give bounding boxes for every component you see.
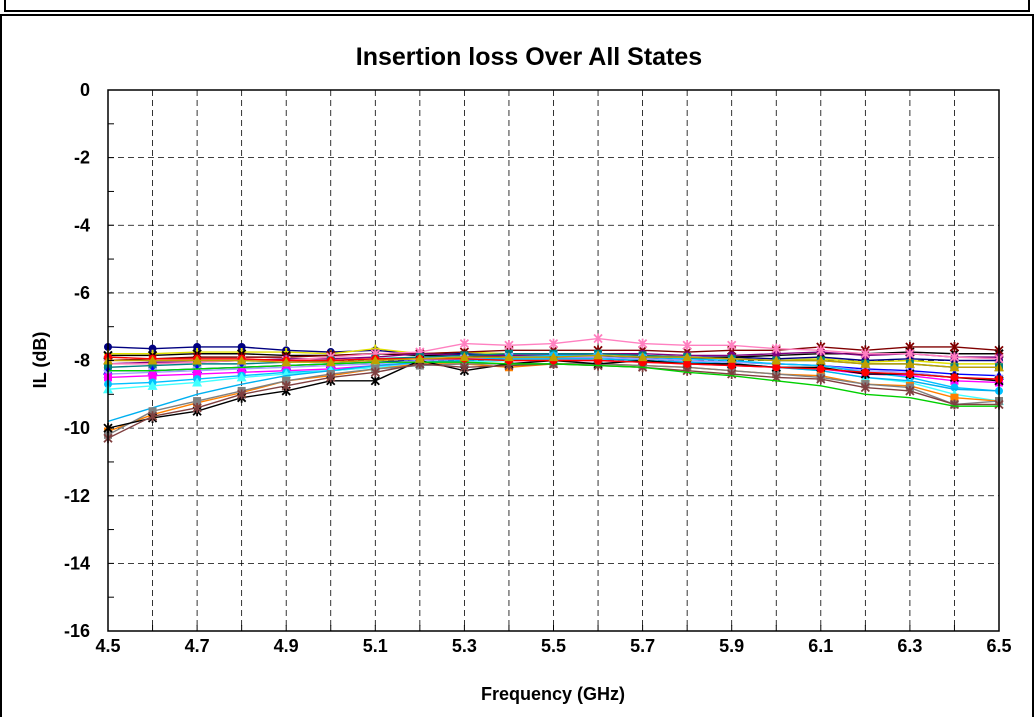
x-tick-label: 4.7 — [185, 636, 210, 656]
chart-title: Insertion loss Over All States — [356, 43, 702, 71]
data-point — [192, 402, 202, 413]
data-point — [683, 359, 692, 368]
data-point — [148, 361, 157, 370]
data-point — [816, 345, 826, 356]
data-point — [860, 348, 870, 359]
data-point — [236, 355, 247, 365]
data-point — [459, 362, 470, 373]
data-point — [904, 358, 915, 368]
data-point — [727, 361, 736, 370]
y-axis-label: IL (dB) — [30, 332, 50, 389]
y-tick-label: -14 — [64, 553, 90, 573]
series-layer — [103, 333, 1004, 444]
data-point — [281, 357, 292, 367]
data-point — [816, 374, 826, 385]
x-tick-label: 5.7 — [630, 636, 655, 656]
data-point — [236, 372, 247, 382]
data-point — [771, 355, 782, 365]
data-point — [325, 357, 336, 367]
axis-ticks: 4.5 4.7 4.9 5.1 5.3 5.5 5.7 5.9 6.1 6.3 6.5 0 -2 -4 -6… — [64, 80, 1012, 656]
data-point — [949, 399, 960, 410]
data-point — [771, 343, 781, 354]
data-point — [637, 338, 648, 349]
data-point — [815, 355, 826, 365]
data-point — [459, 352, 470, 362]
data-point — [949, 362, 960, 372]
y-tick-label: -8 — [74, 351, 90, 371]
data-point — [148, 371, 157, 380]
data-point — [548, 352, 559, 362]
y-tick-label: -12 — [64, 486, 90, 506]
x-axis-label: Frequency (GHz) — [481, 684, 625, 704]
data-point — [682, 352, 693, 362]
y-tick-label: -4 — [74, 215, 90, 235]
x-tick-label: 5.9 — [719, 636, 744, 656]
data-point — [593, 333, 603, 344]
data-point — [950, 393, 959, 402]
x-tick-label: 6.1 — [808, 636, 833, 656]
data-point — [459, 338, 470, 349]
data-point — [237, 389, 247, 400]
data-point — [816, 364, 825, 373]
data-point — [147, 355, 158, 365]
data-point — [949, 352, 960, 363]
data-point — [950, 373, 959, 382]
top-border — [0, 0, 1034, 16]
data-point — [905, 370, 914, 379]
top-border-inner — [4, 0, 1030, 12]
data-point — [414, 353, 425, 363]
y-tick-label: -16 — [64, 621, 90, 641]
x-tick-label: 6.3 — [897, 636, 922, 656]
data-point — [193, 397, 202, 406]
data-point — [370, 367, 380, 378]
data-point — [193, 370, 202, 379]
data-point — [548, 338, 559, 349]
x-tick-label: 5.5 — [541, 636, 566, 656]
y-tick-label: -10 — [64, 418, 90, 438]
data-point — [860, 382, 870, 393]
x-tick-label: 5.1 — [363, 636, 388, 656]
data-point — [148, 344, 157, 353]
data-point — [192, 377, 203, 387]
x-tick-label: 4.5 — [95, 636, 120, 656]
data-point — [504, 340, 514, 351]
data-point — [148, 407, 157, 416]
data-point — [147, 380, 158, 390]
data-point — [905, 385, 915, 396]
x-tick-label: 6.5 — [986, 636, 1011, 656]
y-tick-label: -6 — [74, 283, 90, 303]
y-tick-label: -2 — [74, 148, 90, 168]
data-point — [682, 340, 692, 351]
data-point — [772, 363, 781, 372]
y-tick-label: 0 — [80, 80, 90, 100]
data-point — [727, 340, 737, 351]
data-point — [905, 348, 915, 359]
data-point — [726, 353, 737, 363]
data-point — [370, 355, 381, 365]
data-point — [593, 350, 604, 360]
data-point — [192, 355, 203, 365]
data-point — [237, 342, 246, 351]
chart-frame — [0, 15, 1034, 717]
data-point — [637, 352, 648, 362]
data-point — [326, 372, 336, 383]
data-point — [282, 376, 291, 385]
data-point — [370, 375, 380, 386]
data-point — [860, 358, 871, 368]
data-point — [949, 341, 960, 352]
data-point — [861, 368, 870, 377]
x-tick-label: 5.3 — [452, 636, 477, 656]
data-point — [503, 352, 514, 362]
data-point — [147, 411, 158, 422]
data-point — [281, 380, 291, 391]
data-point — [193, 342, 202, 351]
x-tick-label: 4.9 — [274, 636, 299, 656]
